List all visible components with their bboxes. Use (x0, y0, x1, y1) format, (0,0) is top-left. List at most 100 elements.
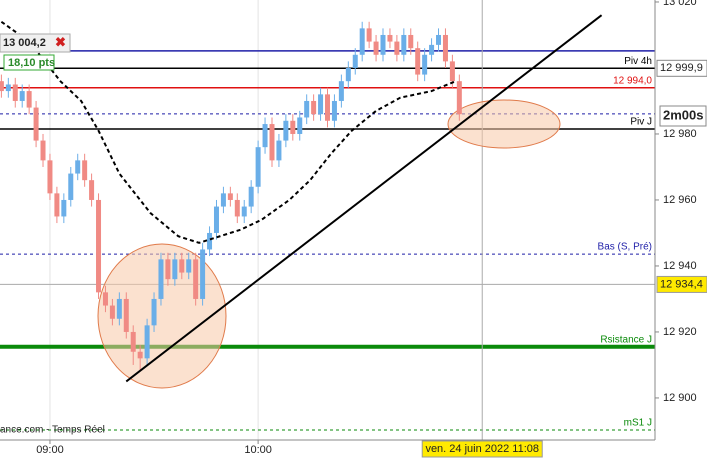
candle-body (116, 298, 122, 319)
candle-body (123, 298, 129, 332)
candle-body (387, 34, 393, 42)
candle-body (47, 160, 53, 194)
candle-body (248, 186, 254, 207)
candle-body (415, 48, 421, 75)
candle-body (40, 140, 46, 161)
level-label: Piv 4h (624, 56, 652, 67)
candle-body (283, 120, 289, 141)
candle-body (449, 61, 455, 82)
highlight-ellipse (447, 99, 561, 149)
y-tick-label: 12 980 (663, 128, 697, 140)
candle-body (227, 193, 233, 200)
candle-body (318, 94, 324, 115)
candle-body (338, 81, 344, 101)
points-label: 18,10 pts (8, 57, 55, 69)
candle-body (436, 34, 442, 45)
candle-body (144, 325, 150, 359)
timer: 2m00s (663, 107, 703, 122)
candle-body (297, 117, 303, 134)
crosshair-y-bg (656, 275, 707, 293)
axis-label-bg (656, 59, 707, 77)
candle-body (394, 41, 400, 55)
candle-body (151, 298, 157, 326)
candle-body (345, 67, 351, 82)
candle-body (401, 34, 407, 55)
crosshair-x-bg (421, 440, 543, 458)
candle-body (26, 91, 32, 108)
timer-bg (659, 105, 707, 127)
position-box: 13 004,2 ✖ 18,10 pts (0, 33, 71, 71)
candle-body (241, 206, 247, 217)
candle-body (366, 28, 372, 42)
candle-body (96, 199, 102, 293)
position-bg (0, 33, 71, 53)
candle-body (82, 160, 88, 181)
candle-body (54, 193, 60, 217)
trendline (125, 14, 603, 383)
close-icon[interactable]: ✖ (55, 34, 66, 49)
candle-body (262, 124, 268, 148)
level-label: mS1 J (624, 418, 652, 429)
candle-body (269, 124, 275, 161)
candle-body (234, 199, 240, 217)
candle-body (19, 91, 25, 101)
candle-body (200, 249, 206, 299)
x-tick-label: 09:00 (36, 444, 64, 456)
points-bg (3, 54, 55, 71)
candle-body (165, 259, 171, 280)
moving-average (0, 20, 457, 244)
candle-body (61, 199, 67, 217)
position-label: 13 004,2 (3, 37, 46, 49)
crosshair-x-label: ven. 24 juin 2022 11:08 (425, 443, 539, 455)
y-tick-label: 12 940 (663, 260, 697, 272)
level-label: Rsistance J (600, 334, 652, 345)
source-label: ance.com - Temps Réel (0, 425, 105, 436)
candle-body (456, 81, 462, 115)
candle-body (220, 193, 226, 207)
level-label: Bas (S, Pré) (598, 242, 652, 253)
candle-body (255, 147, 261, 187)
candle-body (304, 100, 310, 118)
y-tick-label: 12 920 (663, 326, 697, 338)
candle-body (373, 41, 379, 55)
candle-body (5, 84, 11, 92)
candle-body (422, 54, 428, 75)
candle-body (89, 180, 95, 200)
crosshair-y-label: 12 934,4 (660, 278, 703, 290)
candle-body (311, 100, 317, 115)
candle-body (109, 305, 115, 319)
candle-body (102, 292, 108, 306)
candle-body (193, 259, 199, 299)
level-label: 12 994,0 (613, 75, 652, 86)
candle-body (359, 28, 365, 55)
candle-body (130, 331, 136, 352)
candle-body (380, 34, 386, 55)
candle-body (352, 54, 358, 68)
candle-body (442, 34, 448, 62)
candle-body (0, 81, 4, 92)
candle-body (12, 84, 18, 101)
candle-body (68, 173, 74, 200)
candle-body (172, 259, 178, 280)
candle-body (408, 34, 414, 49)
axis-label: 12 999,9 (660, 62, 703, 74)
y-tick-label: 12 900 (663, 392, 697, 404)
candle-body (276, 140, 282, 161)
y-tick-label: 12 960 (663, 194, 697, 206)
y-tick-label: 13 020 (663, 0, 697, 8)
candle-body (33, 107, 39, 141)
candle-body (158, 259, 164, 299)
candle-body (325, 94, 330, 121)
candle-body (331, 100, 337, 121)
candle-body (429, 44, 435, 55)
candle-body (213, 206, 219, 233)
candle-body (207, 232, 213, 250)
candle-body (75, 160, 81, 174)
candle-body (186, 259, 192, 273)
candle-body (290, 120, 296, 134)
level-label: Piv J (630, 117, 652, 128)
candle-body (137, 351, 143, 359)
candle-body (179, 259, 185, 273)
